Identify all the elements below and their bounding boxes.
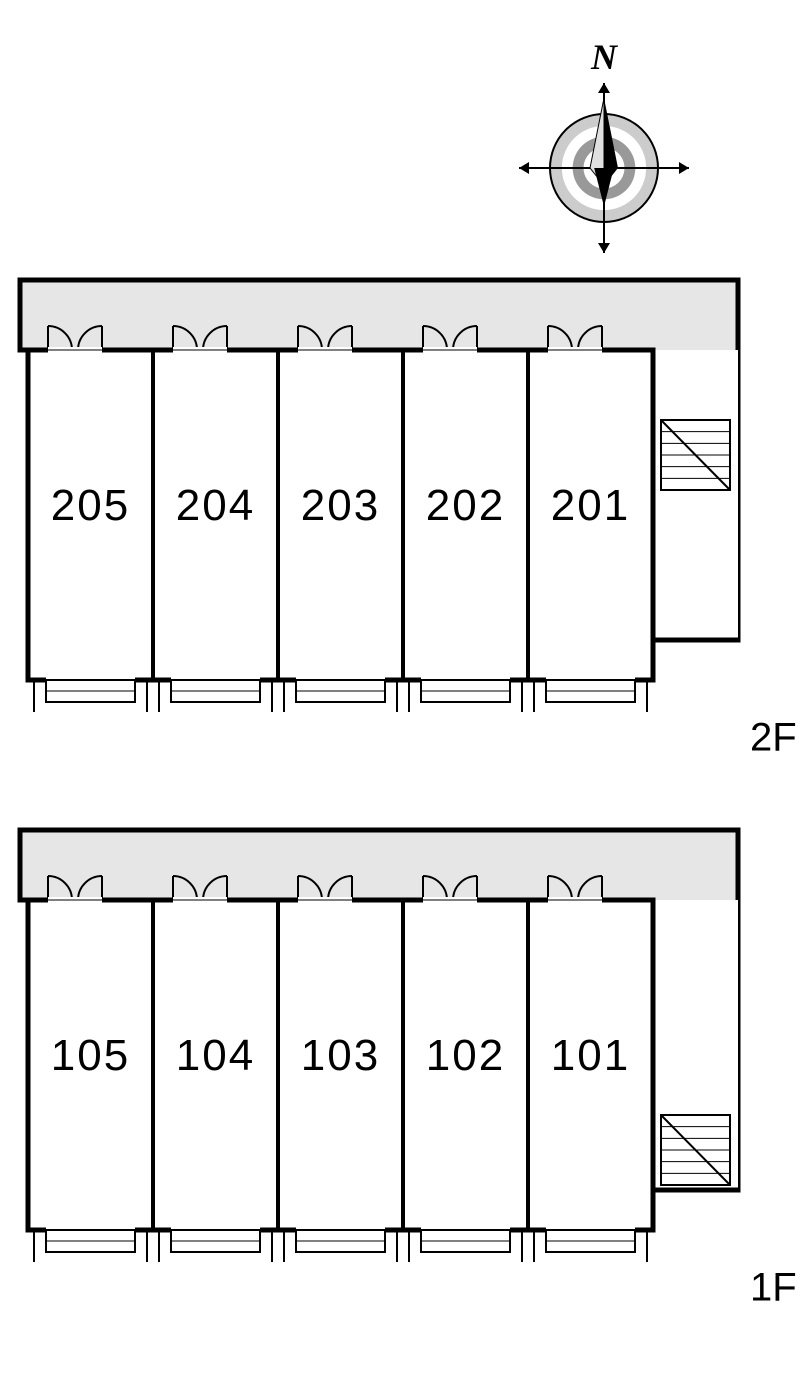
room-label: 105 xyxy=(51,1031,130,1080)
corridor xyxy=(20,830,738,900)
staircase-icon xyxy=(661,1115,730,1185)
room-label: 205 xyxy=(51,481,130,530)
room-label: 101 xyxy=(551,1031,630,1080)
staircase-icon xyxy=(661,420,730,490)
floor-1F: 105 104 103 102 101 1F xyxy=(20,830,797,1310)
compass-icon: N xyxy=(519,37,689,253)
room-label: 202 xyxy=(426,481,505,530)
room-label: 102 xyxy=(426,1031,505,1080)
room-label: 203 xyxy=(301,481,380,530)
compass-north-label: N xyxy=(590,37,619,77)
floor-label: 1F xyxy=(750,1266,797,1310)
room-label: 104 xyxy=(176,1031,255,1080)
floor-label: 2F xyxy=(750,716,797,760)
room-label: 204 xyxy=(176,481,255,530)
room-label: 103 xyxy=(301,1031,380,1080)
room-label: 201 xyxy=(551,481,630,530)
corridor xyxy=(20,280,738,350)
floor-2F: 205 204 203 202 201 2F xyxy=(20,280,797,760)
